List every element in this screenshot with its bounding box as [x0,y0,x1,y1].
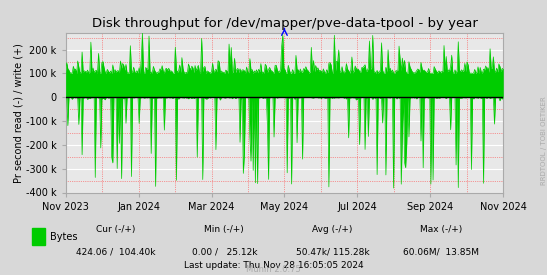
Text: 0.00 /   25.12k: 0.00 / 25.12k [191,248,257,257]
Text: RRDTOOL / TOBI OETIKER: RRDTOOL / TOBI OETIKER [542,96,547,185]
Y-axis label: Pr second read (-) / write (+): Pr second read (-) / write (+) [13,43,23,183]
Text: Last update: Thu Nov 28 16:05:05 2024: Last update: Thu Nov 28 16:05:05 2024 [184,261,363,270]
Text: Bytes: Bytes [50,232,77,242]
Text: Cur (-/+): Cur (-/+) [96,225,136,234]
Bar [32,228,45,245]
Text: 60.06M/  13.85M: 60.06M/ 13.85M [403,248,479,257]
Text: Min (-/+): Min (-/+) [205,225,244,234]
Text: Munin 2.0.75: Munin 2.0.75 [246,265,301,274]
Text: Max (-/+): Max (-/+) [420,225,462,234]
Title: Disk throughput for /dev/mapper/pve-data-tpool - by year: Disk throughput for /dev/mapper/pve-data… [91,17,478,31]
Text: Avg (-/+): Avg (-/+) [312,225,353,234]
Text: 50.47k/ 115.28k: 50.47k/ 115.28k [296,248,369,257]
Text: 424.06 /  104.40k: 424.06 / 104.40k [76,248,156,257]
